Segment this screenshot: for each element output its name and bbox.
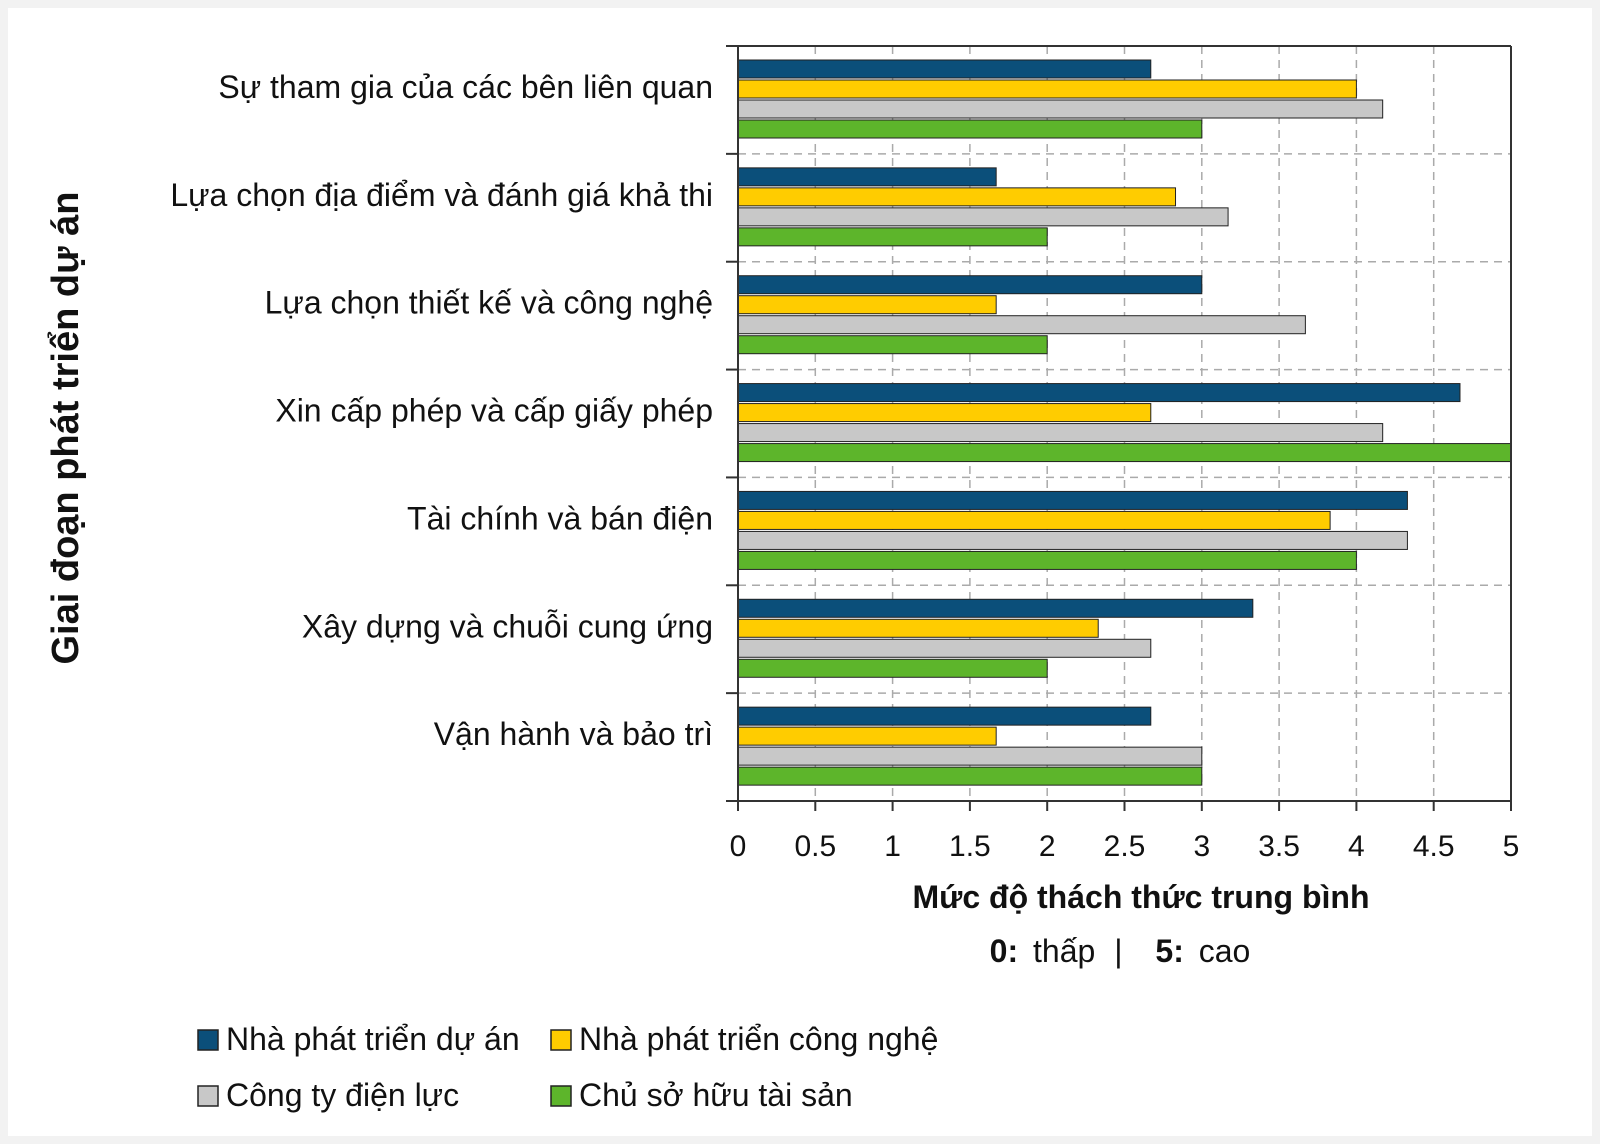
legend-label: Công ty điện lực <box>226 1077 459 1113</box>
bar <box>737 443 1512 463</box>
high-key: 5: <box>1155 933 1183 969</box>
bar <box>737 638 1152 658</box>
y-axis-title: Giai đoạn phát triển dự án <box>45 192 87 665</box>
bar <box>737 315 1306 335</box>
legend-label: Nhà phát triển công nghệ <box>579 1021 938 1057</box>
legend-swatch <box>550 1085 572 1107</box>
x-tick-label: 1.5 <box>949 830 991 863</box>
bars <box>737 59 1512 786</box>
legend-label: Chủ sở hữu tài sản <box>579 1077 853 1113</box>
bar <box>737 227 1048 247</box>
bar <box>737 423 1384 443</box>
category-labels: Sự tham gia của các bên liên quan Lựa chọ… <box>170 69 713 752</box>
bar <box>737 59 1152 79</box>
high-text: cao <box>1199 933 1251 969</box>
x-tick-label: 5 <box>1503 830 1520 863</box>
bar <box>737 706 1152 726</box>
low-key: 0: <box>990 933 1018 969</box>
bar <box>737 490 1408 510</box>
bar <box>737 167 997 187</box>
bar <box>737 335 1048 355</box>
legend-swatch <box>550 1029 572 1051</box>
bar <box>737 598 1254 618</box>
grid-lines <box>738 46 1511 801</box>
legend: Nhà phát triển dự án Nhà phát triển công … <box>197 1021 938 1113</box>
bar <box>737 99 1384 119</box>
x-tick-label: 2.5 <box>1104 830 1146 863</box>
bar <box>737 746 1203 766</box>
x-tick-label: 2 <box>1039 830 1056 863</box>
bar <box>737 403 1152 423</box>
bar <box>737 119 1203 139</box>
category-label: Sự tham gia của các bên liên quan <box>218 69 713 105</box>
bar <box>737 618 1099 638</box>
category-label: Lựa chọn địa điểm và đánh giá khả thi <box>170 177 713 213</box>
bar <box>737 550 1357 570</box>
category-label: Lựa chọn thiết kế và công nghệ <box>265 285 713 321</box>
legend-swatch <box>197 1029 219 1051</box>
chart: Sự tham gia của các bên liên quan Lựa chọ… <box>8 8 1592 1136</box>
bar <box>737 79 1357 99</box>
category-label: Vận hành và bảo trì <box>434 716 713 752</box>
x-tick-label: 3.5 <box>1258 830 1300 863</box>
bar-chart-svg: Sự tham gia của các bên liên quan Lựa chọ… <box>45 45 1520 1113</box>
separator: | <box>1114 933 1122 969</box>
x-axis-title: Mức độ thách thức trung bình <box>913 879 1370 915</box>
bar <box>737 207 1229 227</box>
bar <box>737 383 1461 403</box>
x-tick-label: 0.5 <box>794 830 836 863</box>
bar <box>737 295 997 315</box>
axes <box>726 45 1512 811</box>
category-label: Xây dựng và chuỗi cung ứng <box>302 608 713 644</box>
legend-swatch <box>197 1085 219 1107</box>
legend-label: Nhà phát triển dự án <box>226 1021 520 1057</box>
bar <box>737 658 1048 678</box>
x-tick-label: 1 <box>884 830 901 863</box>
bar <box>737 510 1331 530</box>
bar <box>737 766 1203 786</box>
x-tick-label: 0 <box>730 830 747 863</box>
low-text: thấp <box>1033 933 1095 969</box>
x-tick-label: 4.5 <box>1413 830 1455 863</box>
x-tick-label: 4 <box>1348 830 1365 863</box>
bar <box>737 275 1203 295</box>
bar <box>737 187 1177 207</box>
bar <box>737 530 1408 550</box>
category-label: Xin cấp phép và cấp giấy phép <box>275 393 713 429</box>
x-tick-labels: 0 0.5 1 1.5 2 2.5 3 3.5 4 4.5 5 <box>730 830 1520 863</box>
x-axis-scale-note: 0: thấp | 5: cao <box>990 933 1251 969</box>
category-label: Tài chính và bán điện <box>407 500 713 536</box>
x-tick-label: 3 <box>1193 830 1210 863</box>
bar <box>737 726 997 746</box>
